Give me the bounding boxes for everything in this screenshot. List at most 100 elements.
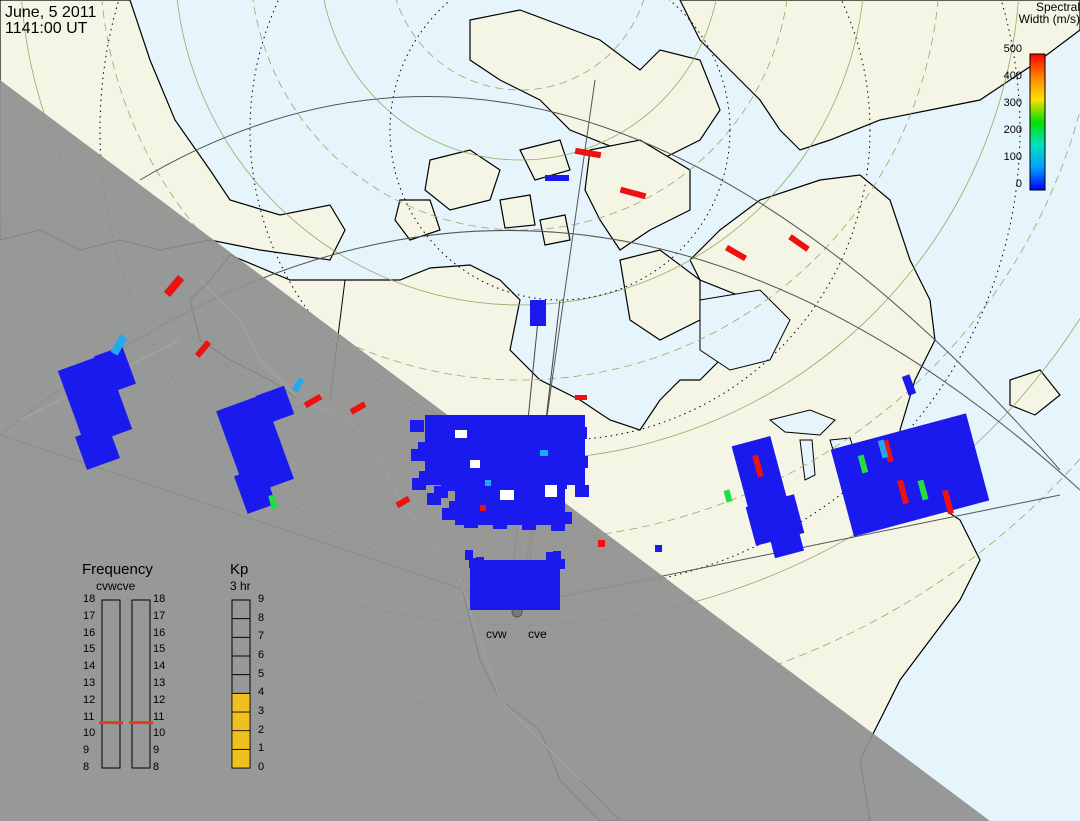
cve-frequency-bar [131, 599, 151, 769]
radar-label-cvw: cvw [486, 627, 507, 641]
kp-tick-label: 4 [258, 686, 265, 699]
scatter-cell [530, 300, 546, 326]
scatter-cell [480, 565, 488, 575]
scatter-cell [553, 551, 561, 561]
frequency-tick-label: 13 [83, 677, 96, 689]
mag-circle-2 [249, 0, 871, 441]
kp-cell [231, 748, 251, 769]
frequency-tick-label: 8 [153, 761, 160, 773]
kp-tick-label: 3 [258, 705, 265, 717]
kp-cell [231, 692, 251, 713]
scatter-cell [598, 540, 605, 547]
spectral-width-colorbar [1029, 53, 1046, 191]
scatter-cell [57, 353, 133, 447]
land-greenland [679, 0, 1080, 151]
scatter-cell [491, 572, 499, 582]
frequency-tick-label: 8 [83, 761, 90, 773]
frequency-tick-label: 11 [83, 710, 95, 723]
scatter-cell [788, 234, 810, 252]
kp-cell [231, 711, 251, 732]
kp-tick-label: 7 [258, 630, 265, 643]
scatter-cell [723, 489, 733, 503]
frequency-tick-label: 10 [83, 727, 96, 740]
scatter-cell [524, 593, 532, 603]
frequency-tick-label: 18 [83, 593, 96, 605]
scatter-cell [268, 494, 278, 510]
frequency-tick-label: 17 [83, 609, 96, 622]
island-small-c [539, 214, 571, 246]
scatter-cell [877, 439, 889, 459]
colorbar-tick-label: 400 [1003, 70, 1022, 82]
kp-cell [231, 599, 251, 620]
scatter-cell [216, 394, 294, 496]
scatter-cell [349, 401, 367, 415]
scatter-cell [882, 439, 894, 463]
scatter-cell [896, 479, 910, 505]
kp-cell [231, 730, 251, 750]
island-ellesmere [469, 9, 721, 161]
scatter-cell [500, 490, 514, 500]
kp-tick-label: 8 [258, 611, 265, 624]
lat-circle-75 [323, 0, 717, 161]
frequency-tick-label: 14 [153, 660, 166, 673]
scatter-cell [509, 578, 517, 588]
scatter-cell [546, 552, 554, 562]
lake-michigan [799, 439, 816, 481]
scatter-cell [901, 374, 917, 396]
island-small-b [499, 194, 536, 229]
kp-tick-label: 9 [258, 593, 265, 605]
scatter-cell [395, 495, 411, 509]
scatter-cell [94, 346, 136, 394]
frequency-tick-label: 17 [153, 609, 166, 622]
colorbar-title-line1: Spectral [1035, 0, 1080, 14]
radar-scatter [57, 147, 990, 610]
scatter-cell [465, 550, 473, 560]
scatter-cell [425, 415, 585, 485]
island-banks [394, 199, 441, 241]
lake-superior [768, 409, 836, 436]
kp-bar-cells [231, 599, 251, 769]
scatter-cell [412, 478, 426, 490]
scatter-cell [469, 558, 477, 568]
scatter-cell [455, 430, 467, 438]
frequency-radars-label: cvwcve [96, 579, 136, 593]
scatter-cell [574, 147, 602, 159]
kp-tick-label: 1 [258, 742, 265, 755]
frequency-tick-label: 16 [153, 626, 166, 639]
kp-panel [231, 599, 251, 769]
frequency-tick-label: 9 [153, 744, 160, 757]
scatter-cell [765, 516, 805, 559]
scatter-cell [542, 599, 550, 609]
lat-circle-65 [176, 0, 864, 306]
scatter-cell [752, 454, 764, 478]
kp-tick-label: 0 [258, 761, 265, 773]
scatter-cell [917, 479, 929, 501]
scatter-cell [163, 275, 185, 297]
frequency-tick-label: 11 [153, 710, 165, 723]
scatter-cell [545, 175, 569, 181]
kp-tick-label: 5 [258, 667, 265, 680]
frequency-tick-label: 16 [83, 626, 96, 639]
cvw-frequency-bar [101, 599, 121, 769]
island-victoria [424, 149, 501, 211]
frequency-tick-label: 9 [83, 744, 90, 757]
scatter-cell [857, 454, 869, 474]
scatter-cell [531, 592, 539, 602]
scatter-cell [724, 244, 748, 262]
colorbar-title-line2: Width (m/s) [1018, 12, 1080, 26]
kp-title: Kp [230, 561, 249, 578]
frequency-tick-label: 12 [153, 693, 166, 706]
fov-inner-arc [139, 96, 1061, 471]
frequency-title: Frequency [82, 561, 153, 578]
island-newfoundland [1009, 369, 1061, 416]
frequency-tick-label: 14 [83, 660, 96, 673]
colorbar-gradient [1029, 53, 1046, 191]
scatter-cell [255, 385, 295, 425]
scatter-cell [575, 485, 589, 497]
radar-label-cve: cve [528, 627, 547, 641]
scatter-cell [480, 505, 486, 511]
scatter-cell [476, 557, 484, 567]
colorbar-tick-label: 200 [1003, 124, 1022, 136]
